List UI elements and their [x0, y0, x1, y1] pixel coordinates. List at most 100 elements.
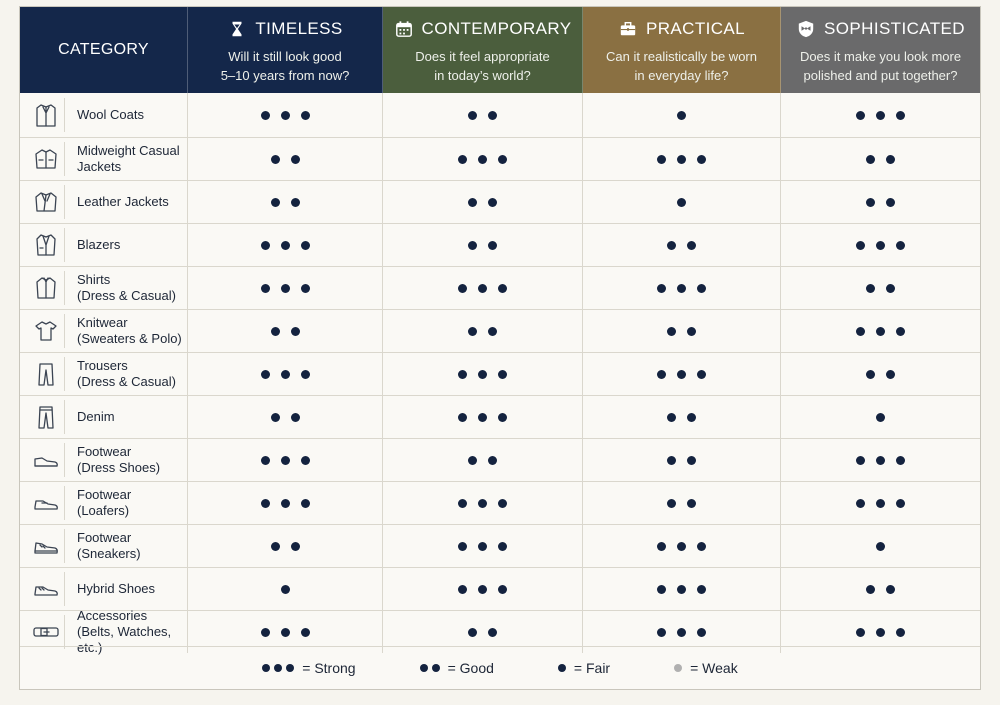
- score-dot: [488, 240, 497, 250]
- contemporary-score-cell: [383, 310, 583, 352]
- score-dots: [667, 412, 696, 422]
- score-dots: [260, 283, 310, 293]
- timeless-score-cell: [188, 439, 383, 481]
- score-dot: [488, 110, 497, 120]
- score-dot: [657, 154, 666, 164]
- score-dot: [657, 584, 666, 594]
- score-dot: [896, 240, 905, 250]
- legend-item: = Weak: [674, 660, 738, 676]
- score-dot: [886, 197, 895, 207]
- score-dots: [270, 541, 300, 551]
- score-dot: [697, 627, 706, 637]
- category-header: CATEGORY: [20, 7, 188, 93]
- score-dot: [488, 627, 497, 637]
- score-dot: [290, 154, 300, 164]
- score-dots: [260, 498, 310, 508]
- timeless-score-cell: [188, 93, 383, 137]
- score-dot: [260, 283, 270, 293]
- sophisticated-score-cell: [781, 439, 980, 481]
- score-dot: [280, 498, 290, 508]
- score-dot: [866, 154, 875, 164]
- legend-dot: [262, 664, 271, 672]
- category-cell: Leather Jackets: [20, 181, 188, 223]
- score-dots: [856, 326, 905, 336]
- legend-dots: [557, 664, 566, 672]
- score-dot: [260, 498, 270, 508]
- score-dot: [468, 197, 477, 207]
- score-dot: [876, 412, 885, 422]
- score-dots: [856, 627, 905, 637]
- hybrid-shoe-icon: [28, 572, 65, 606]
- category-cell: Wool Coats: [20, 93, 188, 137]
- category-label: Denim: [77, 409, 115, 424]
- score-dots: [866, 283, 895, 293]
- score-dot: [667, 498, 676, 508]
- contemporary-subtitle: Does it feel appropriate in today’s worl…: [415, 49, 550, 83]
- timeless-header: TIMELESS Will it still look good 5–10 ye…: [188, 7, 383, 93]
- score-dot: [687, 240, 696, 250]
- sophisticated-score-cell: [781, 482, 980, 524]
- table-row: Hybrid Shoes: [20, 567, 980, 610]
- score-dots: [866, 369, 895, 379]
- score-dots: [270, 154, 300, 164]
- category-cell: Knitwear (Sweaters & Polo): [20, 310, 188, 352]
- score-dot: [697, 369, 706, 379]
- category-cell: Footwear (Sneakers): [20, 525, 188, 567]
- comparison-table: CATEGORY TIMELESS Will it still look goo…: [19, 6, 981, 690]
- category-label: Footwear (Sneakers): [77, 530, 141, 561]
- legend-dot: [557, 664, 566, 672]
- sophisticated-score-cell: [781, 353, 980, 395]
- score-dots: [856, 498, 905, 508]
- score-dot: [896, 110, 905, 120]
- legend-label: = Good: [447, 660, 494, 676]
- score-dot: [290, 412, 300, 422]
- score-dots: [667, 455, 696, 465]
- score-dot: [498, 541, 507, 551]
- sophisticated-score-cell: [781, 568, 980, 610]
- contemporary-header: CONTEMPORARY Does it feel appropriate in…: [383, 7, 583, 93]
- score-dot: [478, 412, 487, 422]
- score-dot: [300, 283, 310, 293]
- score-dots: [677, 110, 686, 120]
- sophisticated-score-cell: [781, 181, 980, 223]
- score-dot: [687, 455, 696, 465]
- score-dot: [856, 627, 865, 637]
- score-dots: [458, 498, 507, 508]
- score-dot: [300, 627, 310, 637]
- score-dot: [458, 283, 467, 293]
- category-label: Shirts (Dress & Casual): [77, 272, 176, 303]
- score-dot: [478, 584, 487, 594]
- score-dot: [468, 110, 477, 120]
- sophisticated-score-cell: [781, 138, 980, 180]
- table-row: Wool Coats: [20, 93, 980, 137]
- score-dot: [866, 369, 875, 379]
- score-dot: [458, 541, 467, 551]
- score-dot: [260, 455, 270, 465]
- timeless-title: TIMELESS: [255, 19, 343, 38]
- score-dot: [498, 283, 507, 293]
- score-dot: [886, 369, 895, 379]
- table-row: Trousers (Dress & Casual): [20, 352, 980, 395]
- score-dot: [300, 455, 310, 465]
- legend-dot: [286, 664, 295, 672]
- sophisticated-score-cell: [781, 93, 980, 137]
- score-dot: [677, 369, 686, 379]
- score-dot: [657, 283, 666, 293]
- legend-dot: [419, 664, 428, 672]
- score-dot: [856, 110, 865, 120]
- score-dots: [657, 369, 706, 379]
- score-dot: [280, 584, 290, 594]
- category-cell: Midweight Casual Jackets: [20, 138, 188, 180]
- score-dot: [300, 110, 310, 120]
- score-dots: [458, 541, 507, 551]
- coat-icon: [28, 98, 65, 132]
- score-dots: [468, 455, 497, 465]
- timeless-score-cell: [188, 611, 383, 653]
- contemporary-score-cell: [383, 224, 583, 266]
- tshirt-icon: [28, 314, 65, 348]
- score-dots: [657, 627, 706, 637]
- score-dot: [677, 627, 686, 637]
- practical-header: PRACTICAL Can it realistically be worn i…: [583, 7, 781, 93]
- legend-dots: [262, 664, 295, 672]
- score-dots: [657, 584, 706, 594]
